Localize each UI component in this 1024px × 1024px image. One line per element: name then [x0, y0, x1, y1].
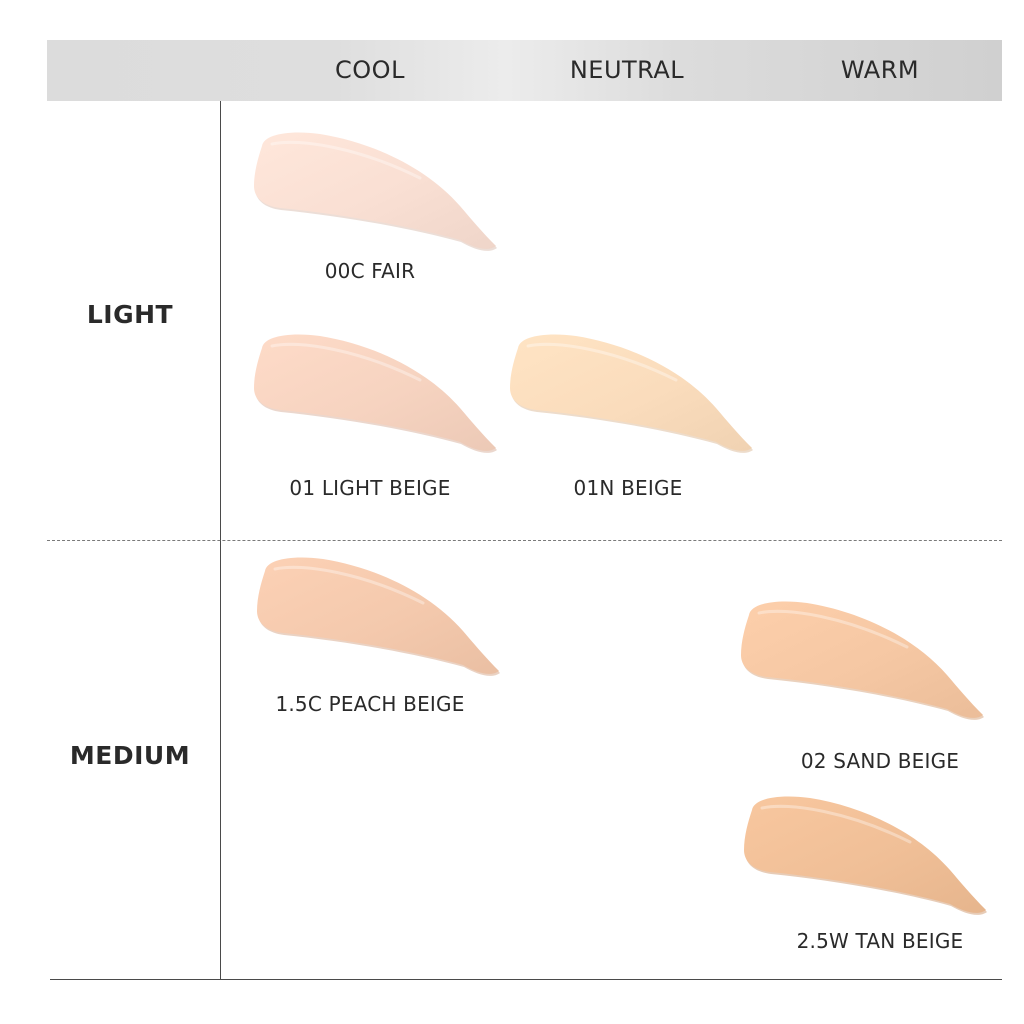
shade-label-01-light-beige: 01 LIGHT BEIGE	[289, 476, 451, 500]
shade-label-2-5w-tan-beige: 2.5W TAN BEIGE	[796, 929, 964, 953]
column-header-warm: WARM	[840, 56, 920, 84]
row-label-light: LIGHT	[86, 300, 174, 329]
shade-label-1-5c-peach-beige: 1.5C PEACH BEIGE	[275, 692, 465, 716]
swatch-2-5w-tan-beige	[740, 792, 990, 932]
shade-label-01n-beige: 01N BEIGE	[573, 476, 683, 500]
shade-label-00c-fair: 00C FAIR	[324, 259, 416, 283]
bottom-border	[50, 979, 1002, 980]
tone-header-bar	[47, 40, 1002, 101]
shade-label-02-sand-beige: 02 SAND BEIGE	[800, 749, 960, 773]
swatch-00c-fair	[250, 128, 500, 268]
swatch-02-sand-beige	[737, 597, 987, 737]
swatch-01-light-beige	[250, 330, 500, 470]
column-header-neutral: NEUTRAL	[569, 56, 685, 84]
row-label-medium: MEDIUM	[69, 741, 191, 770]
swatch-1-5c-peach-beige	[253, 553, 503, 693]
swatch-01n-beige	[506, 330, 756, 470]
column-header-cool: COOL	[335, 56, 405, 84]
row-divider-dashed	[47, 540, 1002, 541]
